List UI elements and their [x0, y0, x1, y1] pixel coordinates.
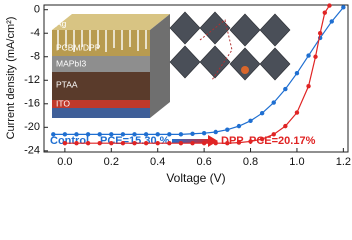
data-point: [167, 132, 172, 137]
x-tick-label: 0.0: [57, 156, 72, 168]
x-tick-label: 1.0: [289, 156, 304, 168]
y-tick-label: -24: [24, 145, 40, 157]
y-tick-label: -8: [30, 51, 40, 63]
x-tick-label: 0.6: [196, 156, 211, 168]
data-point: [271, 132, 276, 137]
data-point: [306, 83, 311, 89]
data-point: [74, 140, 79, 146]
x-tick-label: 1.2: [336, 156, 351, 168]
annotation: PCE=15.30 %: [100, 135, 170, 147]
data-point: [132, 132, 137, 137]
data-point: [132, 140, 137, 146]
data-point: [120, 132, 126, 137]
y-tick-label: -4: [30, 27, 40, 39]
x-axis-label: Voltage (V): [166, 171, 225, 185]
data-point: [313, 54, 318, 59]
annotation: PCE=20.17%: [249, 135, 316, 147]
y-axis-label: Current density (mA/cm²): [5, 17, 17, 140]
device-inset: Ag PCBM/DPP MAPbI3 PTAA ITO: [52, 11, 291, 118]
data-point: [225, 127, 230, 132]
arrow-head: [208, 135, 218, 147]
y-tick-label: -16: [24, 98, 40, 110]
data-point: [178, 132, 184, 137]
data-point: [85, 132, 91, 137]
axes: 0 -4 -8 -12 -16 -20 -24 0.0 0.2 0.4 0.6 0.8 1.0 1.2: [24, 4, 351, 168]
data-point: [74, 132, 79, 137]
data-point: [213, 129, 218, 135]
data-point: [155, 132, 160, 137]
data-point: [341, 5, 346, 10]
legend-entry: Control: [50, 135, 89, 147]
data-point: [51, 132, 56, 137]
data-point: [294, 110, 300, 115]
data-point: [97, 132, 102, 137]
data-point: [167, 140, 172, 146]
data-point: [322, 10, 327, 15]
data-point: [201, 140, 207, 146]
data-point: [143, 132, 149, 137]
data-point: [259, 110, 265, 116]
data-point: [120, 140, 126, 146]
y-tick-label: -20: [24, 121, 40, 133]
data-point: [283, 86, 288, 92]
data-point: [109, 132, 114, 137]
data-point: [178, 140, 184, 146]
y-tick-label: -12: [24, 74, 40, 86]
data-point: [306, 53, 311, 58]
data-point: [236, 123, 242, 129]
layer-label: ITO: [56, 98, 70, 108]
data-point: [327, 3, 332, 8]
plot-frame: [43, 4, 349, 153]
data-point: [190, 131, 195, 136]
data-point: [190, 140, 195, 146]
data-point: [294, 71, 300, 76]
data-point: [62, 132, 68, 137]
layer-label: Ag: [56, 18, 67, 28]
layer-label: MAPbI3: [56, 58, 87, 68]
data-point: [248, 139, 253, 144]
data-point: [143, 140, 149, 146]
layer-label: PCBM/DPP: [56, 42, 101, 52]
x-tick-label: 0.4: [150, 156, 165, 168]
data-point: [225, 140, 230, 146]
chart: Ag PCBM/DPP MAPbI3 PTAA ITO 0 -4 -8 -12 -16 -20 -2…: [5, 3, 351, 185]
layer-label: PTAA: [56, 79, 78, 89]
data-point: [317, 31, 323, 36]
data-point: [213, 140, 218, 146]
data-point: [283, 123, 288, 129]
data-point: [271, 100, 276, 105]
data-point: [85, 140, 91, 146]
data-point: [248, 118, 253, 124]
data-point: [155, 140, 160, 146]
y-tick-label: 0: [34, 4, 40, 16]
x-tick-label: 0.2: [104, 156, 119, 168]
data-point: [97, 140, 102, 146]
data-point: [62, 140, 68, 146]
arrow: [172, 139, 210, 143]
data-point: [259, 136, 265, 142]
data-point: [329, 19, 334, 24]
data-point: [236, 140, 242, 145]
data-point: [109, 140, 114, 146]
x-tick-label: 0.8: [243, 156, 258, 168]
data-point: [201, 130, 207, 136]
